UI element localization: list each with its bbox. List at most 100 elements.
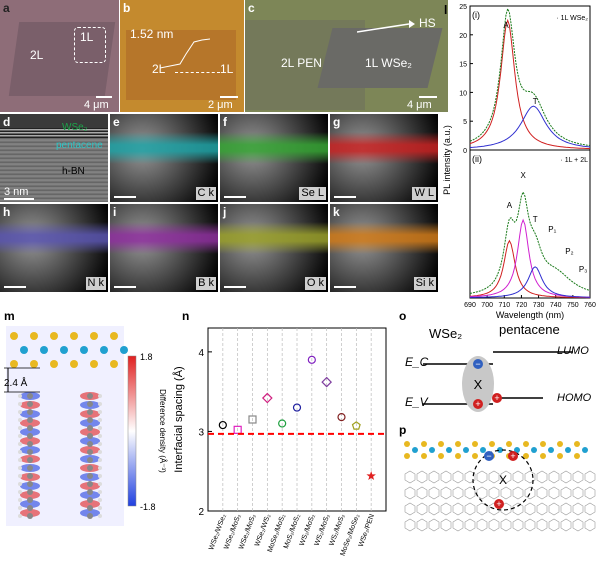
pl-bot-data <box>469 190 591 294</box>
edx-signal-band <box>330 222 438 254</box>
se-atom <box>557 441 563 447</box>
data-point <box>278 419 287 428</box>
pentacene-ring <box>452 470 464 484</box>
pentacene-ring <box>404 486 416 500</box>
scale-text-c: 4 μm <box>407 99 432 111</box>
pl-top-t-fit <box>469 105 591 149</box>
pl-ylabel: PL intensity (a.u.) <box>442 125 452 195</box>
w-atom <box>20 346 28 354</box>
c-atom <box>27 441 33 447</box>
se-atom <box>404 441 410 447</box>
h-atom <box>98 474 102 478</box>
se-atom <box>472 453 478 459</box>
se-atom <box>455 453 461 459</box>
h-atom <box>18 506 22 510</box>
c-atom <box>27 497 33 503</box>
svg-text:+: + <box>494 393 499 403</box>
pentacene-ring <box>560 502 572 516</box>
w-atom <box>548 447 554 453</box>
se-atom <box>50 332 58 340</box>
pentacene-ring <box>524 518 536 532</box>
h-atom <box>98 466 102 470</box>
w-atom <box>582 447 588 453</box>
pentacene-ring <box>584 502 596 516</box>
density-blob <box>20 500 40 508</box>
edx-signal-band <box>0 222 108 254</box>
data-point <box>218 420 227 430</box>
pl-xtick-label: 700 <box>481 302 493 309</box>
panel-i-label: i <box>113 205 117 219</box>
se-atom <box>10 332 18 340</box>
edx-signal-band <box>110 132 218 164</box>
pl-bot-a-fit <box>469 239 590 299</box>
hole-icon <box>473 399 483 409</box>
x-tick-label: WSe₂/PEN <box>358 513 376 548</box>
flake-1l-box <box>74 27 106 63</box>
c-atom <box>27 505 33 511</box>
hole-sign-p-2: + <box>496 499 501 509</box>
h-atom <box>98 418 102 422</box>
pentacene-ring <box>464 518 476 532</box>
w-atom <box>531 447 537 453</box>
h-atom <box>18 394 22 398</box>
svg-text:+: + <box>475 399 480 409</box>
c-atom <box>87 409 93 415</box>
pentacene-ring <box>488 486 500 500</box>
se-atom <box>30 332 38 340</box>
panel-h-label: h <box>3 205 11 219</box>
peak-label-bottom: P₂ <box>565 247 573 256</box>
c-atom <box>27 457 33 463</box>
w-atom <box>565 447 571 453</box>
pentacene-ring <box>404 470 416 484</box>
pentacene-ring <box>572 486 584 500</box>
panel-d-tem-image: d WSe₂ pentacene h-BN 3 nm <box>0 114 108 202</box>
w-atom <box>480 447 486 453</box>
pentacene-ring <box>512 502 524 516</box>
pentacene-ring <box>488 518 500 532</box>
svg-text:−: − <box>475 359 480 369</box>
se-atom <box>489 441 495 447</box>
edx-map-h: h N k <box>0 204 108 292</box>
data-point <box>321 376 333 388</box>
pentacene-ring <box>464 486 476 500</box>
exciton-circle <box>472 449 534 511</box>
h-atom <box>98 514 102 518</box>
h-atom <box>98 450 102 454</box>
pl-xtick-label: 740 <box>550 302 562 309</box>
pl-bot-t-fit <box>469 266 591 298</box>
w-atom <box>120 346 128 354</box>
colorbar-min: -1.8 <box>140 502 156 512</box>
pentacene-ring <box>536 486 548 500</box>
w-atom <box>412 447 418 453</box>
pentacene-ring <box>572 470 584 484</box>
panel-o-band-diagram: o WSe₂ pentacene E_C E_V LUMO HOMO − X +… <box>393 306 599 426</box>
panel-n-label: n <box>182 309 189 323</box>
c-atom <box>27 393 33 399</box>
pentacene-ring <box>404 502 416 516</box>
h-atom <box>98 394 102 398</box>
pentacene-ring <box>476 486 488 500</box>
h-atom <box>18 402 22 406</box>
pentacene-ring <box>548 518 560 532</box>
scale-text-b: 2 μm <box>208 99 233 111</box>
scale-text: 4 μm <box>84 99 109 111</box>
hs-arrow <box>357 20 415 33</box>
w-atom <box>463 447 469 453</box>
pentacene-ring <box>500 470 512 484</box>
panel-n-spacing-chart: n 2 3 4 Interfacial spacing (Å) WSe₂/WSe₂ WSe… <box>168 306 393 570</box>
panel-c-label: c <box>248 1 255 15</box>
c-atom <box>87 465 93 471</box>
edx-map-f: f Se L <box>220 114 328 202</box>
pl-ytick-label: 0 <box>463 148 467 155</box>
pentacene-ring <box>500 502 512 516</box>
pentacene-ring <box>536 518 548 532</box>
pentacene-ring <box>548 486 560 500</box>
c-atom <box>87 449 93 455</box>
c-atom <box>27 401 33 407</box>
se-atom <box>110 332 118 340</box>
element-tag: B k <box>196 277 216 290</box>
c-atom <box>27 465 33 471</box>
se-atom <box>557 453 563 459</box>
pentacene-ring <box>476 502 488 516</box>
scale-bar-c <box>419 96 437 98</box>
